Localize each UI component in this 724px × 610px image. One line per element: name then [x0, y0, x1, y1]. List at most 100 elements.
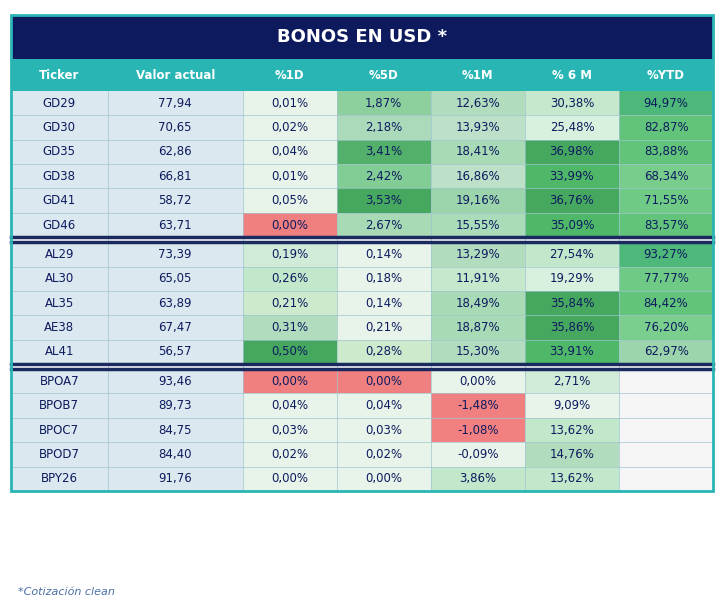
- Text: 0,00%: 0,00%: [272, 472, 308, 486]
- Text: 16,86%: 16,86%: [455, 170, 500, 183]
- Text: 0,00%: 0,00%: [459, 375, 497, 388]
- Text: 3,86%: 3,86%: [459, 472, 497, 486]
- Text: GD35: GD35: [43, 145, 76, 159]
- Bar: [619, 369, 713, 393]
- Text: *Cotización clean: *Cotización clean: [18, 587, 115, 597]
- Text: %1D: %1D: [275, 68, 305, 82]
- Bar: [11, 418, 108, 442]
- Bar: [108, 442, 243, 467]
- Bar: [525, 393, 619, 418]
- Text: 84,75: 84,75: [159, 423, 192, 437]
- Bar: [11, 164, 108, 188]
- Bar: [337, 242, 431, 267]
- Bar: [619, 91, 713, 115]
- Bar: [11, 15, 713, 59]
- Text: 30,38%: 30,38%: [550, 96, 594, 110]
- Bar: [431, 213, 525, 237]
- Bar: [619, 291, 713, 315]
- Text: 18,87%: 18,87%: [455, 321, 500, 334]
- Bar: [431, 164, 525, 188]
- Text: 0,04%: 0,04%: [271, 399, 308, 412]
- Text: Ticker: Ticker: [39, 68, 80, 82]
- Text: -1,08%: -1,08%: [457, 423, 499, 437]
- Text: GD46: GD46: [43, 218, 76, 232]
- Bar: [525, 188, 619, 213]
- Text: 0,01%: 0,01%: [271, 96, 308, 110]
- Text: 0,02%: 0,02%: [271, 448, 308, 461]
- Bar: [525, 91, 619, 115]
- Bar: [11, 188, 108, 213]
- Text: 82,87%: 82,87%: [644, 121, 689, 134]
- Bar: [243, 467, 337, 491]
- Text: 65,05: 65,05: [159, 272, 192, 285]
- Text: 66,81: 66,81: [159, 170, 192, 183]
- Bar: [337, 393, 431, 418]
- Bar: [11, 91, 108, 115]
- Text: AL41: AL41: [45, 345, 74, 359]
- Text: 58,72: 58,72: [159, 194, 192, 207]
- Text: 93,46: 93,46: [159, 375, 192, 388]
- Bar: [243, 115, 337, 140]
- Text: 0,04%: 0,04%: [365, 399, 403, 412]
- Bar: [619, 242, 713, 267]
- Text: 35,09%: 35,09%: [550, 218, 594, 232]
- Bar: [525, 115, 619, 140]
- Bar: [243, 291, 337, 315]
- Bar: [243, 393, 337, 418]
- Bar: [108, 91, 243, 115]
- Bar: [431, 340, 525, 364]
- Bar: [243, 418, 337, 442]
- Bar: [11, 59, 713, 91]
- Bar: [337, 115, 431, 140]
- Bar: [243, 213, 337, 237]
- Bar: [525, 242, 619, 267]
- Bar: [431, 140, 525, 164]
- Bar: [619, 467, 713, 491]
- Text: 89,73: 89,73: [159, 399, 192, 412]
- Bar: [619, 140, 713, 164]
- Text: 15,30%: 15,30%: [455, 345, 500, 359]
- Bar: [619, 188, 713, 213]
- Bar: [619, 340, 713, 364]
- Bar: [108, 418, 243, 442]
- Text: 1,87%: 1,87%: [365, 96, 403, 110]
- Bar: [108, 393, 243, 418]
- Text: %5D: %5D: [369, 68, 399, 82]
- Text: AL30: AL30: [45, 272, 74, 285]
- Text: 0,02%: 0,02%: [271, 121, 308, 134]
- Bar: [108, 315, 243, 340]
- Text: 0,14%: 0,14%: [365, 248, 403, 261]
- Bar: [108, 188, 243, 213]
- Text: 11,91%: 11,91%: [455, 272, 500, 285]
- Bar: [431, 442, 525, 467]
- Bar: [525, 267, 619, 291]
- Bar: [337, 213, 431, 237]
- Text: AL29: AL29: [45, 248, 74, 261]
- Text: 19,29%: 19,29%: [550, 272, 594, 285]
- Bar: [525, 291, 619, 315]
- Bar: [11, 140, 108, 164]
- Text: -0,09%: -0,09%: [457, 448, 499, 461]
- Bar: [619, 393, 713, 418]
- Text: -1,48%: -1,48%: [457, 399, 499, 412]
- Text: 76,20%: 76,20%: [644, 321, 689, 334]
- Bar: [11, 242, 108, 267]
- Text: 0,02%: 0,02%: [365, 448, 403, 461]
- Text: 35,86%: 35,86%: [550, 321, 594, 334]
- Bar: [337, 267, 431, 291]
- Bar: [431, 267, 525, 291]
- Bar: [11, 213, 108, 237]
- Text: 19,16%: 19,16%: [455, 194, 500, 207]
- Text: 0,04%: 0,04%: [271, 145, 308, 159]
- Bar: [337, 140, 431, 164]
- Bar: [11, 315, 108, 340]
- Text: 18,49%: 18,49%: [455, 296, 500, 310]
- Text: 0,26%: 0,26%: [271, 272, 308, 285]
- Bar: [11, 291, 108, 315]
- Bar: [11, 15, 713, 491]
- Text: 0,00%: 0,00%: [272, 375, 308, 388]
- Text: 63,71: 63,71: [159, 218, 192, 232]
- Bar: [525, 164, 619, 188]
- Bar: [431, 369, 525, 393]
- Text: 0,21%: 0,21%: [365, 321, 403, 334]
